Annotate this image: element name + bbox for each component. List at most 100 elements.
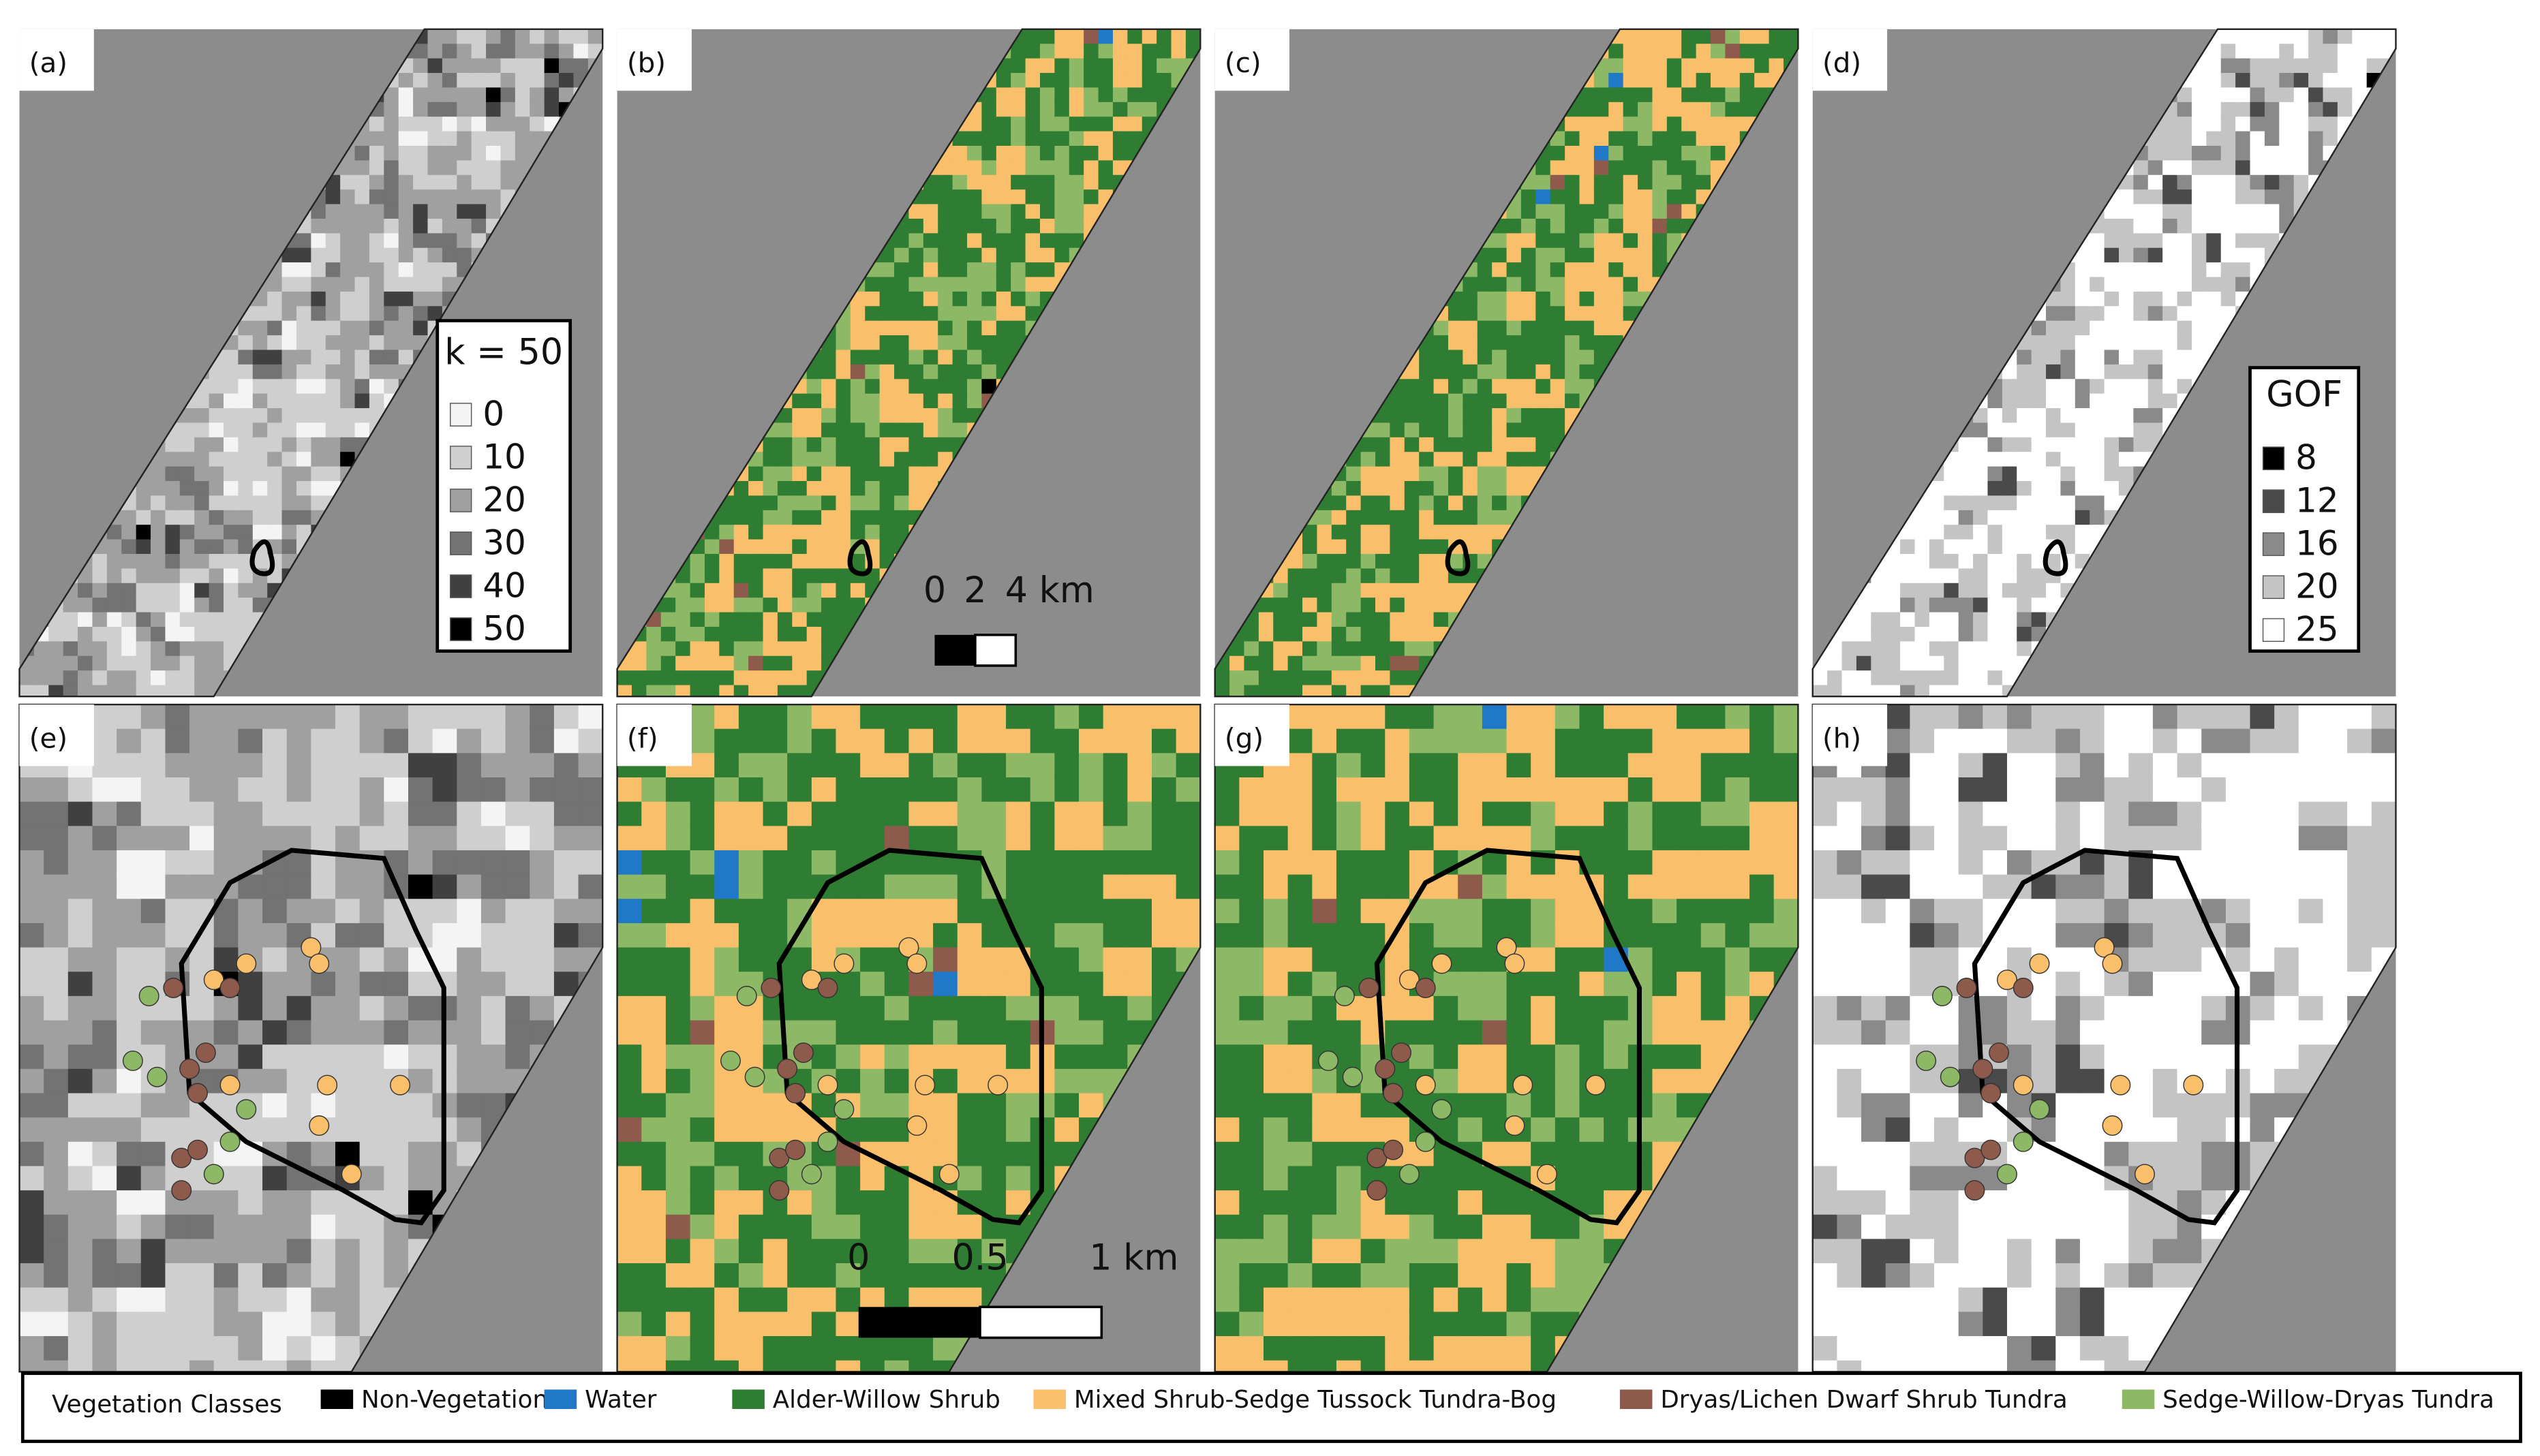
raster-cell bbox=[427, 117, 444, 132]
raster-cell bbox=[836, 364, 852, 380]
raster-cell bbox=[704, 583, 720, 599]
raster-cell bbox=[981, 364, 997, 380]
raster-cell bbox=[996, 277, 1012, 293]
raster-cell bbox=[1317, 598, 1333, 613]
raster-cell bbox=[238, 452, 254, 467]
raster-cell bbox=[1448, 408, 1464, 424]
raster-cell bbox=[1025, 262, 1041, 278]
raster-cell bbox=[63, 655, 79, 672]
raster-cell bbox=[281, 291, 298, 307]
raster-cell bbox=[1433, 553, 1450, 570]
raster-cell bbox=[340, 174, 356, 191]
raster-cell bbox=[894, 335, 910, 351]
raster-cell bbox=[850, 350, 866, 366]
raster-cell bbox=[763, 655, 779, 672]
raster-cell bbox=[1039, 87, 1056, 104]
raster-cell bbox=[1433, 408, 1450, 424]
raster-cell bbox=[733, 612, 750, 628]
raster-cell bbox=[821, 452, 837, 467]
raster-cell bbox=[1579, 102, 1595, 118]
raster-cell bbox=[92, 670, 108, 686]
raster-cell bbox=[1433, 612, 1450, 628]
raster-cell bbox=[1419, 364, 1435, 380]
raster-cell bbox=[1608, 174, 1624, 191]
raster-cell bbox=[1565, 218, 1580, 234]
raster-cell bbox=[384, 262, 399, 278]
raster-cell bbox=[733, 495, 750, 511]
raster-cell bbox=[471, 87, 487, 104]
raster-cell bbox=[938, 393, 953, 409]
raster-cell bbox=[1506, 247, 1523, 264]
raster-cell bbox=[879, 408, 896, 424]
raster-cell bbox=[1273, 641, 1289, 657]
raster-cell bbox=[938, 408, 953, 424]
raster-cell bbox=[398, 204, 414, 220]
raster-cell bbox=[1550, 277, 1566, 293]
raster-cell bbox=[1565, 233, 1580, 249]
raster-cell bbox=[1127, 87, 1143, 104]
raster-cell bbox=[398, 277, 414, 293]
raster-cell bbox=[296, 393, 312, 409]
raster-cell bbox=[1011, 174, 1026, 191]
raster-cell bbox=[1477, 452, 1493, 467]
raster-cell bbox=[836, 350, 852, 366]
raster-cell bbox=[1069, 189, 1085, 205]
raster-cell bbox=[1433, 437, 1450, 453]
raster-cell bbox=[1302, 626, 1318, 642]
raster-cell bbox=[252, 495, 269, 511]
raster-cell bbox=[281, 437, 298, 453]
raster-cell bbox=[486, 87, 502, 104]
raster-cell bbox=[792, 495, 808, 511]
raster-cell bbox=[1375, 568, 1391, 584]
raster-cell bbox=[267, 291, 283, 307]
raster-cell bbox=[675, 583, 691, 599]
raster-cell bbox=[1448, 437, 1464, 453]
raster-cell bbox=[1433, 539, 1450, 555]
raster-cell bbox=[1054, 117, 1070, 132]
raster-cell bbox=[660, 641, 677, 657]
raster-cell bbox=[1084, 160, 1099, 176]
raster-cell bbox=[1317, 641, 1333, 657]
raster-cell bbox=[194, 510, 210, 526]
raster-cell bbox=[165, 598, 181, 613]
raster-cell bbox=[1565, 204, 1580, 220]
raster-cell bbox=[836, 393, 852, 409]
raster-cell bbox=[1112, 44, 1129, 59]
raster-cell bbox=[1025, 117, 1041, 132]
raster-cell bbox=[938, 160, 953, 176]
raster-cell bbox=[1492, 422, 1508, 439]
raster-cell bbox=[311, 422, 326, 439]
raster-cell bbox=[1506, 495, 1523, 511]
raster-cell bbox=[1608, 102, 1624, 118]
raster-cell bbox=[486, 204, 502, 220]
raster-cell bbox=[92, 655, 108, 672]
raster-cell bbox=[1317, 553, 1333, 570]
raster-cell bbox=[1623, 174, 1639, 191]
raster-cell bbox=[952, 291, 968, 307]
raster-cell bbox=[500, 73, 517, 89]
raster-cell bbox=[369, 379, 385, 394]
raster-cell bbox=[777, 626, 793, 642]
raster-cell bbox=[457, 247, 472, 264]
raster-cell bbox=[1608, 58, 1624, 74]
raster-cell bbox=[836, 495, 852, 511]
raster-cell bbox=[384, 247, 399, 264]
raster-cell bbox=[1011, 277, 1026, 293]
raster-cell bbox=[1127, 58, 1143, 74]
raster-cell bbox=[1463, 277, 1478, 293]
raster-cell bbox=[1520, 364, 1537, 380]
raster-cell bbox=[908, 306, 925, 322]
raster-cell bbox=[908, 262, 925, 278]
raster-cell bbox=[151, 612, 166, 628]
raster-cell bbox=[281, 320, 298, 337]
raster-cell bbox=[194, 598, 210, 613]
panel-label-box bbox=[19, 29, 94, 91]
raster-cell bbox=[821, 379, 837, 394]
raster-cell bbox=[296, 233, 312, 249]
raster-cell bbox=[1419, 612, 1435, 628]
raster-cell bbox=[325, 218, 341, 234]
raster-cell bbox=[1506, 306, 1523, 322]
raster-cell bbox=[1375, 466, 1391, 482]
raster-cell bbox=[19, 685, 35, 697]
raster-cell bbox=[719, 539, 735, 555]
